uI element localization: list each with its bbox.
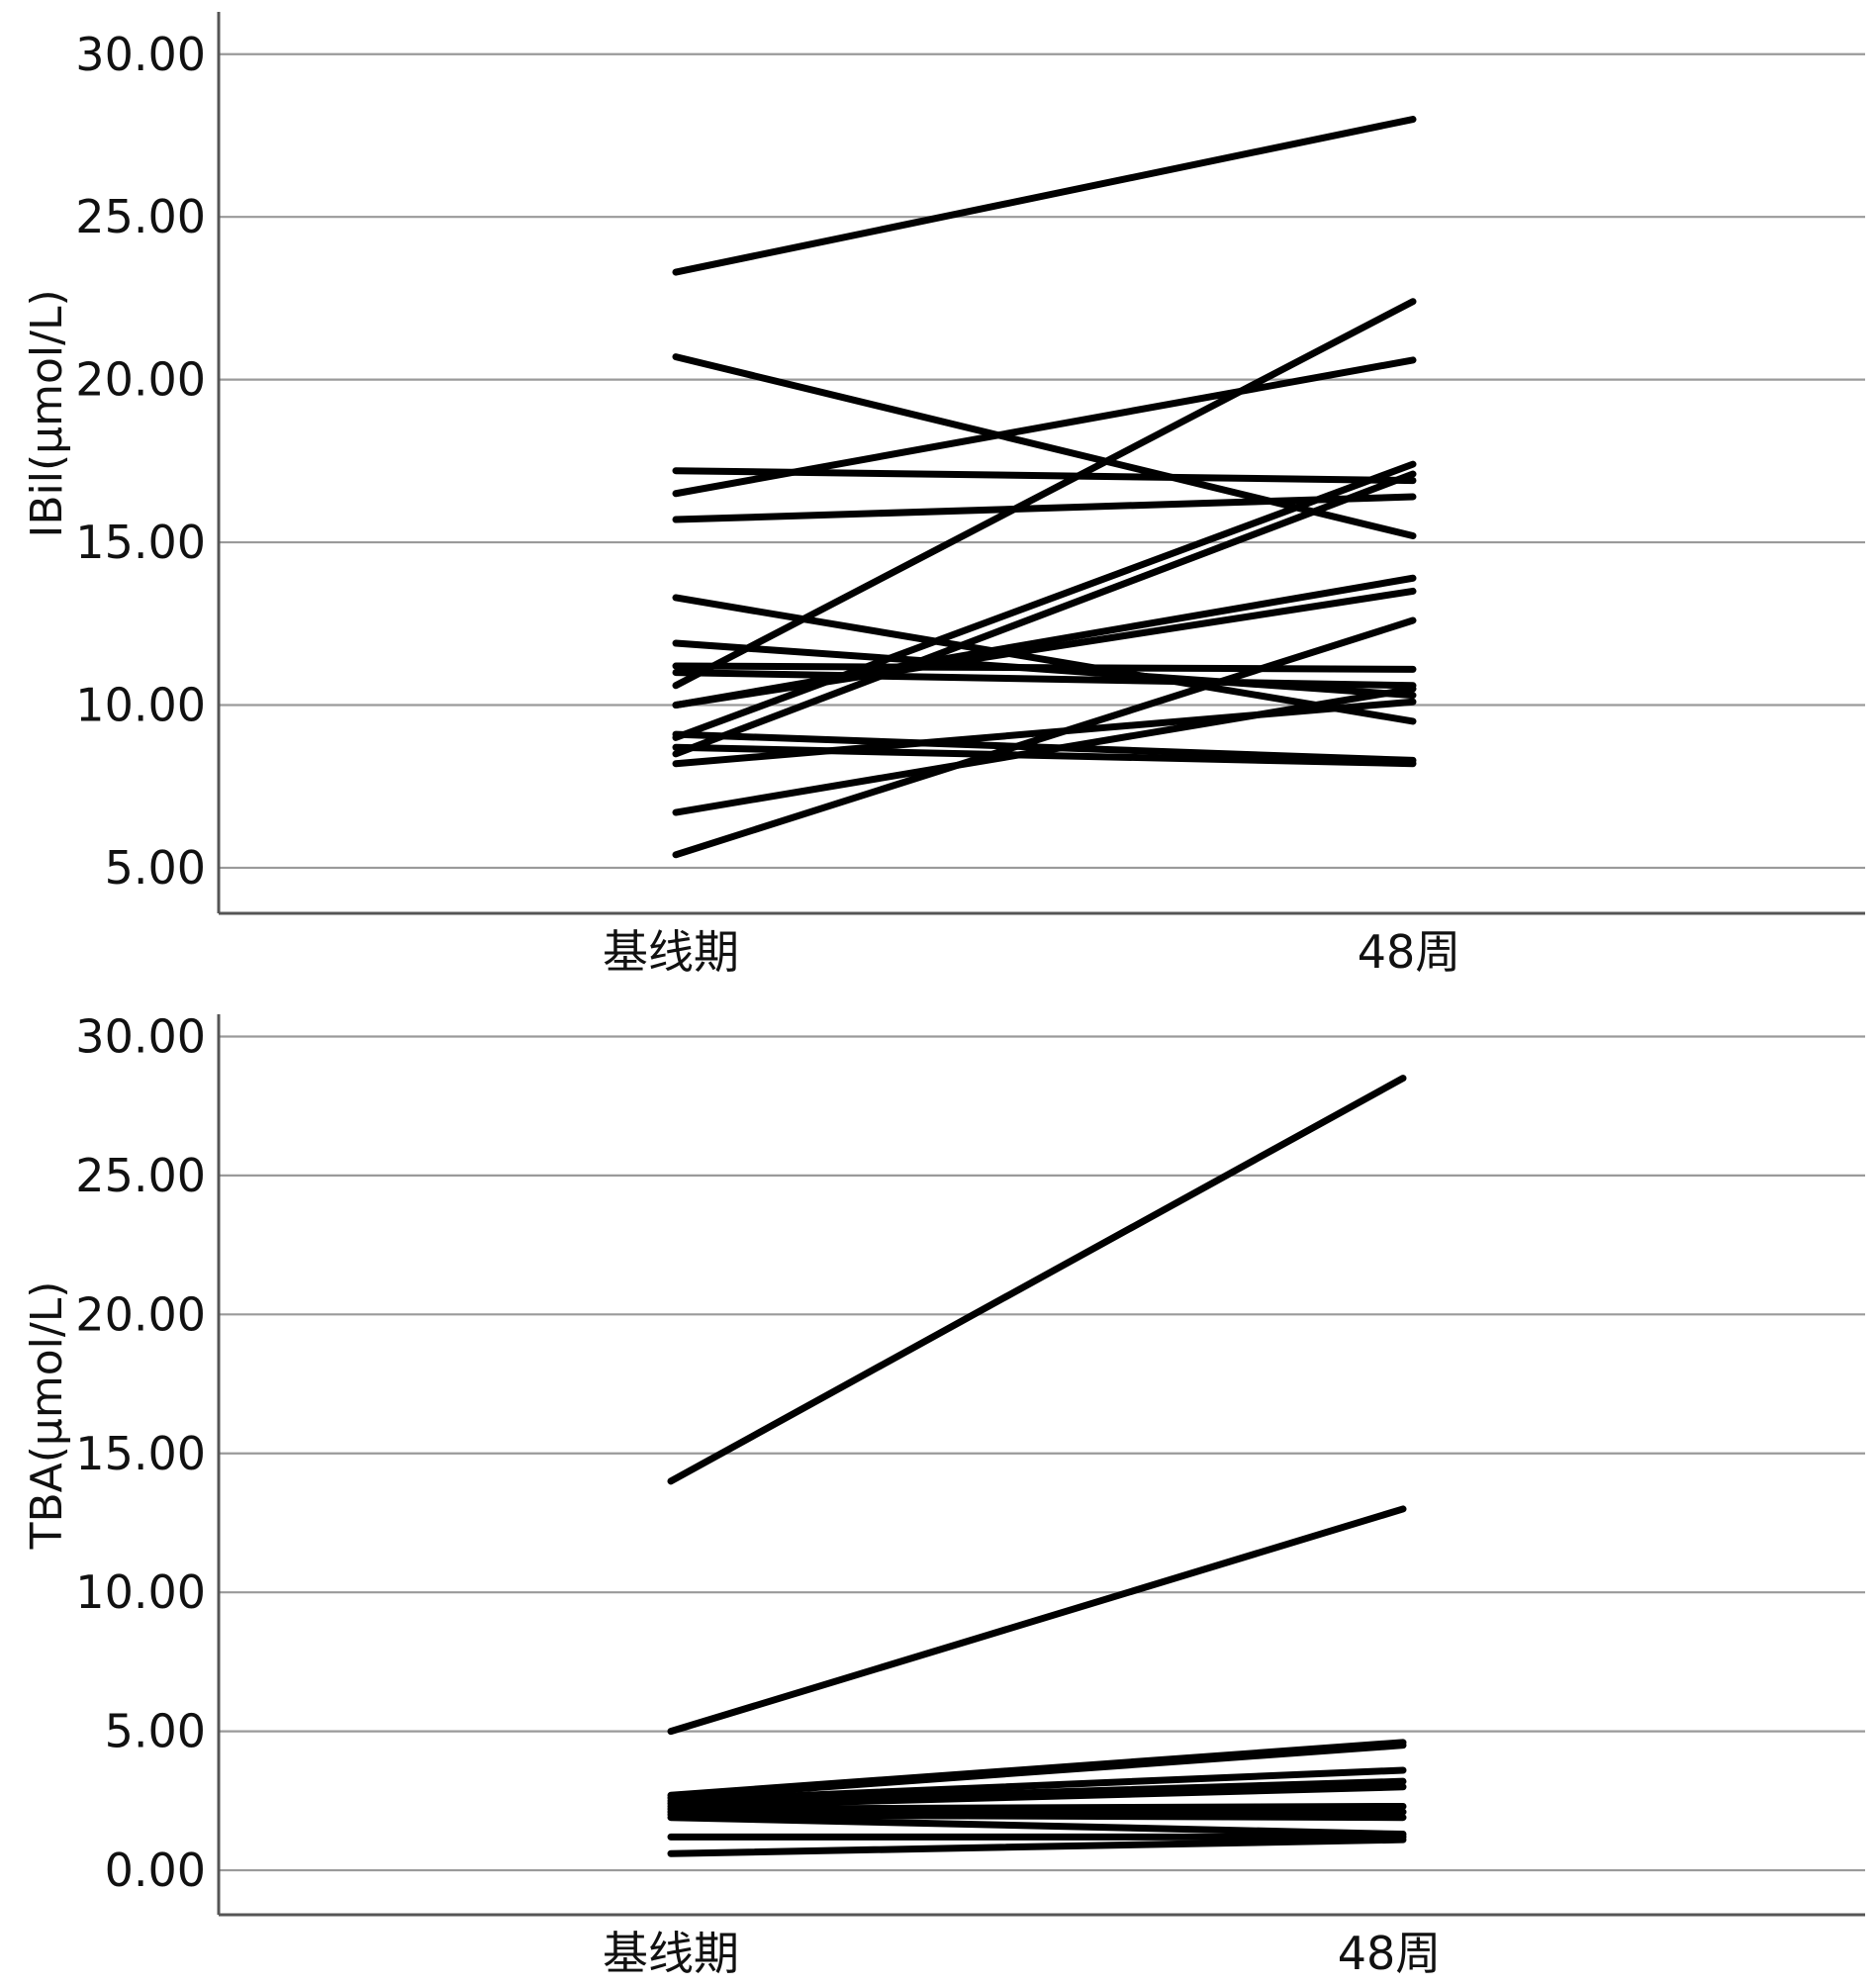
ibil-y-tick-label: 10.00 [75,679,206,732]
ibil-subject-line [672,662,1417,673]
ibil-x-tick-baseline: 基线期 [603,925,739,979]
tba-y-ticks: 0.00 5.00 10.00 15.00 20.00 25.00 30.00 [75,1009,206,1897]
tba-x-tick-48w: 48周 [1338,1927,1442,1980]
tba-subject-line [667,1783,1407,1810]
tba-y-axis-title: TBA(μmol/L) [22,1281,72,1551]
tba-subject-line [667,1811,1407,1822]
tba-subject-line [667,1742,1407,1802]
tba-y-tick-label: 25.00 [75,1149,206,1202]
ibil-subject-line [672,587,1417,709]
tba-x-tick-baseline: 基线期 [603,1927,739,1980]
ibil-y-tick-label: 5.00 [105,841,206,895]
tba-series [667,1075,1407,1857]
tba-y-tick-label: 10.00 [75,1565,206,1619]
tba-y-tick-label: 0.00 [105,1844,206,1897]
ibil-subject-line [672,669,1417,690]
tba-subject-line [667,1814,1407,1839]
tba-subject-line [667,1505,1407,1736]
ibil-panel: 5.00 10.00 15.00 20.00 25.00 30.00 基线期 48周 IB… [22,12,1865,979]
tba-y-tick-label: 5.00 [105,1705,206,1758]
ibil-subject-line [672,470,1417,758]
ibil-subject-line [672,116,1417,276]
ibil-y-tick-label: 20.00 [75,353,206,407]
ibil-subject-line [672,616,1417,859]
tba-panel: 0.00 5.00 10.00 15.00 20.00 25.00 30.00 基线期 48… [22,1009,1865,1980]
ibil-series [672,116,1417,859]
tba-y-tick-label: 30.00 [75,1009,206,1063]
ibil-subject-line [672,493,1417,523]
ibil-grid [219,52,1865,870]
ibil-y-axis-title: IBil(μmol/L) [22,289,72,537]
ibil-y-tick-label: 25.00 [75,190,206,243]
ibil-subject-line [672,353,1417,539]
ibil-subject-line [672,298,1417,690]
tba-subject-line [667,1836,1407,1857]
tba-y-tick-label: 15.00 [75,1427,206,1480]
tba-grid [219,1035,1865,1872]
ibil-y-ticks: 5.00 10.00 15.00 20.00 25.00 30.00 [75,28,206,895]
ibil-y-tick-label: 30.00 [75,28,206,81]
tba-y-tick-label: 20.00 [75,1287,206,1341]
ibil-subject-line [672,685,1417,816]
tba-subject-line [667,1075,1407,1485]
ibil-subject-line [672,460,1417,741]
ibil-subject-line [672,356,1417,498]
tba-subject-line [667,1766,1407,1805]
ibil-y-tick-label: 15.00 [75,516,206,569]
ibil-x-tick-48w: 48周 [1358,925,1461,979]
